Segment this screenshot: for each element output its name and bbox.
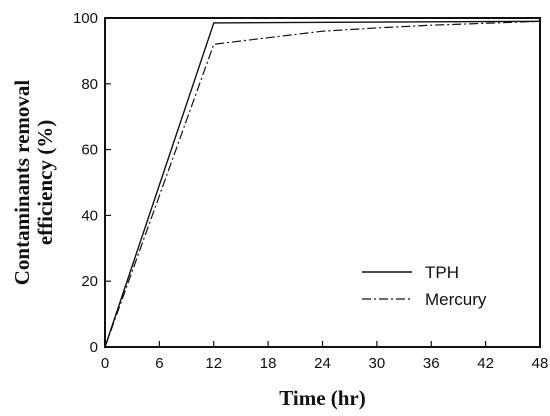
y-tick-label-0: 0: [90, 339, 98, 356]
legend: TPH Mercury: [362, 263, 487, 309]
y-tick-label-60: 60: [81, 142, 98, 159]
x-tick-label-0: 0: [101, 355, 109, 372]
series-lines: [104, 20, 541, 348]
legend-label-mercury: Mercury: [425, 290, 487, 309]
x-axis-ticks: 0 6 12 18 24 30 36 42 48: [101, 341, 549, 372]
x-tick-label-42: 42: [477, 355, 494, 372]
series-line-tph: [104, 20, 541, 348]
y-axis-ticks: 0 20 40 60 80 100: [73, 10, 111, 356]
y-tick-label-20: 20: [81, 273, 98, 290]
y-axis-title: Contaminants removal efficiency (%): [10, 80, 57, 286]
x-axis-title: Time (hr): [279, 386, 366, 410]
x-tick-label-36: 36: [423, 355, 440, 372]
x-tick-label-6: 6: [155, 355, 163, 372]
y-tick-label-40: 40: [81, 207, 98, 224]
y-axis-title-line-2: efficiency (%): [33, 120, 57, 245]
x-tick-label-18: 18: [260, 355, 277, 372]
x-tick-label-30: 30: [369, 355, 386, 372]
y-tick-label-100: 100: [73, 10, 98, 27]
x-tick-label-24: 24: [314, 355, 331, 372]
y-axis-title-line-1: Contaminants removal: [10, 80, 34, 286]
x-tick-label-48: 48: [532, 355, 549, 372]
legend-label-tph: TPH: [425, 263, 459, 282]
series-line-mercury: [104, 20, 541, 348]
y-tick-label-80: 80: [81, 76, 98, 93]
x-tick-label-12: 12: [205, 355, 222, 372]
